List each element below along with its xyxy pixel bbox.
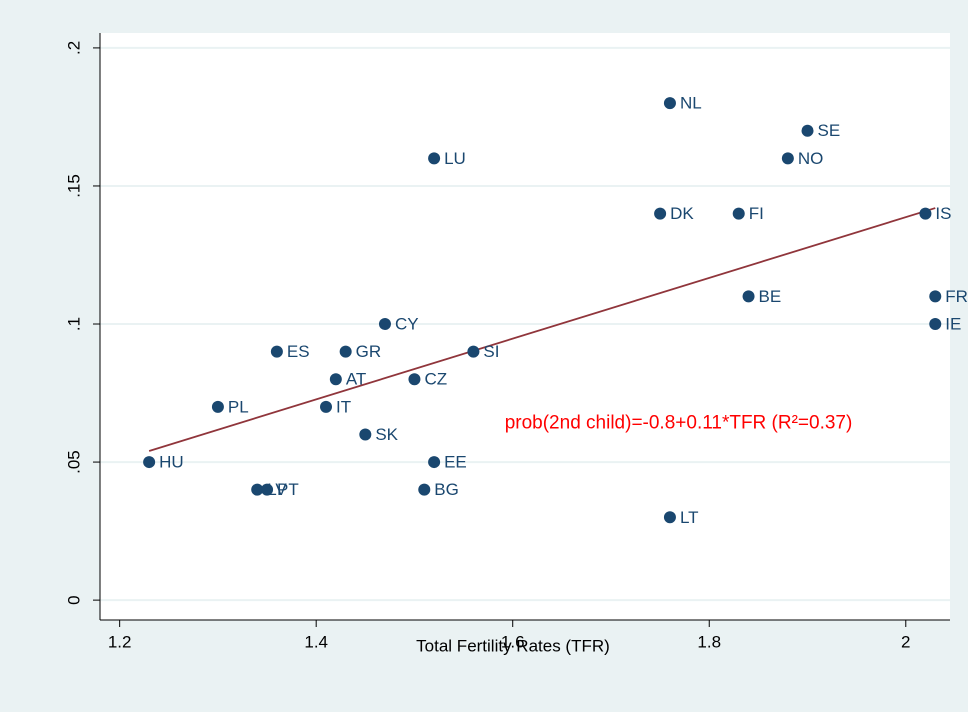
point — [339, 345, 352, 358]
point-label: BE — [759, 287, 782, 306]
annotation: prob(2nd child)=-0.8+0.11*TFR (R²=0.37) — [505, 412, 853, 433]
point — [428, 456, 441, 469]
point-label: BG — [434, 480, 459, 499]
y-tick-label: .05 — [64, 450, 83, 474]
point — [251, 483, 264, 496]
point-label: LU — [444, 149, 466, 168]
x-tick-label: 1.4 — [304, 632, 328, 651]
point — [654, 207, 667, 220]
point — [428, 152, 441, 165]
point-label: ES — [287, 342, 310, 361]
y-tick-label: 0 — [64, 595, 83, 604]
fit-line — [148, 207, 936, 452]
point-label: IT — [336, 397, 351, 416]
point-label: SE — [818, 121, 841, 140]
point — [801, 124, 814, 137]
x-tick-label: 2 — [901, 632, 910, 651]
point-label: IS — [935, 204, 951, 223]
point — [408, 373, 421, 386]
y-tick-label: .15 — [64, 174, 83, 198]
x-axis-title: Total Fertility Rates (TFR) — [416, 636, 610, 655]
y-tick-label: .2 — [64, 41, 83, 55]
point — [270, 345, 283, 358]
point — [919, 207, 932, 220]
point-label: EE — [444, 453, 467, 472]
point — [929, 290, 942, 303]
x-tick-label: 1.2 — [108, 632, 132, 651]
point-label: FI — [749, 204, 764, 223]
point-label: NO — [798, 149, 824, 168]
point — [329, 373, 342, 386]
point-label: HU — [159, 453, 184, 472]
point — [663, 97, 676, 110]
point-label: CY — [395, 314, 419, 333]
x-tick-label: 1.6 — [501, 632, 525, 651]
point — [211, 400, 224, 413]
point-label: NL — [680, 94, 702, 113]
point-label: IE — [945, 314, 961, 333]
point-label: DK — [670, 204, 694, 223]
point — [467, 345, 480, 358]
point-label: PT — [277, 480, 299, 499]
point — [929, 318, 942, 331]
point-label: PL — [228, 397, 249, 416]
point-label: SK — [375, 425, 398, 444]
point — [418, 483, 431, 496]
point-label: LT — [680, 508, 699, 527]
point — [663, 511, 676, 524]
point — [261, 483, 274, 496]
point-label: FR — [945, 287, 968, 306]
point-label: GR — [356, 342, 382, 361]
x-tick-label: 1.8 — [697, 632, 721, 651]
point-label: AT — [346, 370, 366, 389]
point — [781, 152, 794, 165]
point — [359, 428, 372, 441]
point — [143, 456, 156, 469]
point-label: CZ — [424, 370, 447, 389]
point — [742, 290, 755, 303]
point — [320, 400, 333, 413]
y-tick-label: .1 — [64, 317, 83, 331]
point — [378, 318, 391, 331]
point — [732, 207, 745, 220]
point-label: LV — [267, 480, 287, 499]
point-label: SI — [483, 342, 499, 361]
